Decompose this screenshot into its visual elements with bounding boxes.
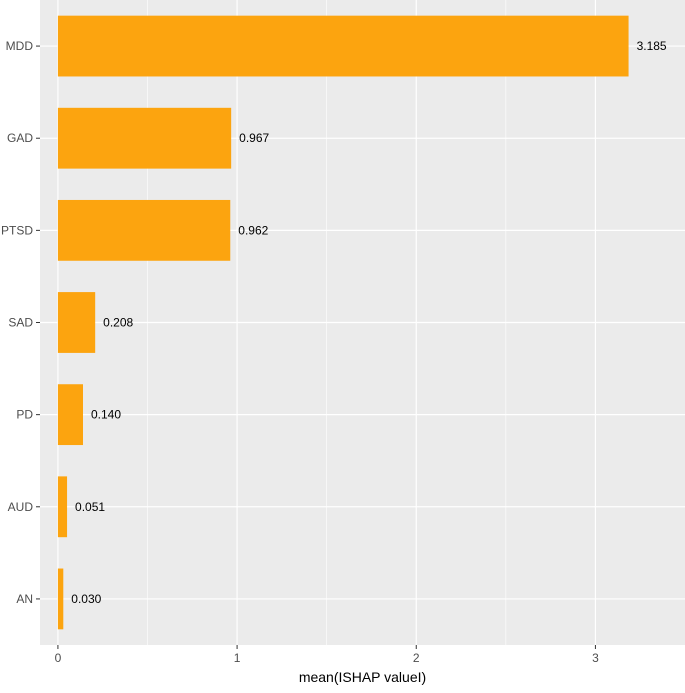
y-tick-label-gad: GAD	[7, 131, 33, 145]
y-tick-label-an: AN	[16, 592, 33, 606]
bar-aud	[57, 476, 68, 538]
bar-mdd	[57, 15, 629, 77]
x-tick-label: 1	[234, 651, 241, 665]
data-label-ptsd: 0.962	[238, 223, 268, 237]
y-tick-label-pd: PD	[16, 408, 33, 422]
x-axis-title: mean(ISHAP valueI)	[299, 669, 426, 685]
data-label-mdd: 3.185	[637, 39, 667, 53]
bars	[57, 15, 629, 630]
x-tick-label: 3	[592, 651, 599, 665]
data-label-an: 0.030	[71, 592, 101, 606]
y-axis: MDD GAD PTSD SAD PD AUD AN	[1, 39, 40, 606]
bar-pd	[57, 384, 83, 446]
data-labels: 3.185 0.967 0.962 0.208 0.140 0.051 0.030	[71, 39, 667, 606]
y-tick-label-mdd: MDD	[6, 39, 34, 53]
x-axis: 0 1 2 3	[55, 645, 599, 665]
data-label-sad: 0.208	[103, 316, 133, 330]
bar-an	[57, 568, 64, 630]
bar-sad	[57, 292, 96, 353]
data-label-gad: 0.967	[239, 131, 269, 145]
data-label-aud: 0.051	[75, 500, 105, 514]
y-tick-label-sad: SAD	[8, 316, 33, 330]
bar-gad	[57, 107, 232, 169]
y-tick-label-ptsd: PTSD	[1, 223, 33, 237]
bar-ptsd	[57, 199, 231, 261]
x-tick-label: 2	[413, 651, 420, 665]
data-label-pd: 0.140	[91, 408, 121, 422]
x-tick-label: 0	[55, 651, 62, 665]
y-tick-label-aud: AUD	[8, 500, 34, 514]
